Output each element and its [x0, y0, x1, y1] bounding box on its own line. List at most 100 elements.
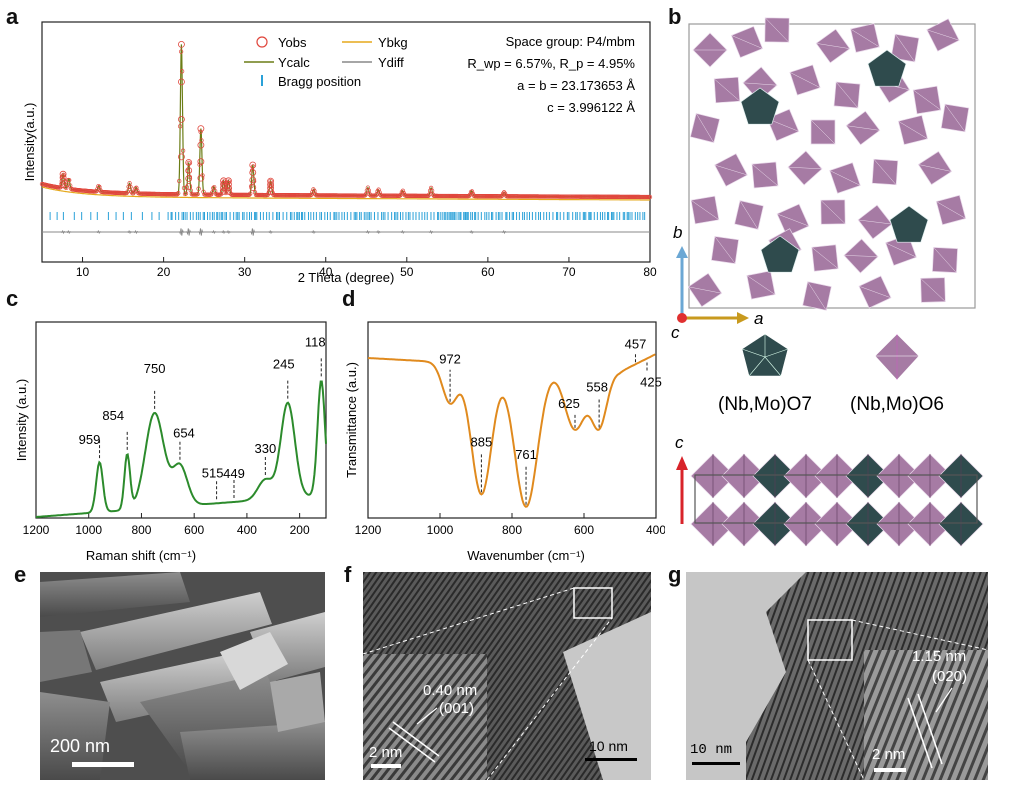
- unit-cell-frame: [688, 23, 976, 309]
- xrd-x-tick-label: 70: [562, 265, 576, 279]
- legend-ycalc: Ycalc: [278, 55, 310, 70]
- ftir-frame: [367, 321, 657, 519]
- axis-c2-label: c: [675, 433, 684, 452]
- hrtem-g-texture: [686, 572, 988, 780]
- ftir-peak-label: 761: [515, 447, 537, 462]
- legend-yobs: Yobs: [278, 35, 307, 50]
- xrd-bragg-ticks: [49, 212, 646, 220]
- xrd-x-tick-label: 60: [481, 265, 495, 279]
- raman-peak-label: 654: [173, 426, 195, 441]
- raman-ylabel: Intensity (a.u.): [14, 379, 29, 461]
- hrtem-g-plane: (020): [932, 668, 968, 685]
- hrtem-f-main-scale: 10 nm: [589, 738, 628, 754]
- xrd-r-factors: R_wp = 6.57%, R_p = 4.95%: [467, 56, 635, 71]
- sem-scale-label: 200 nm: [50, 736, 111, 756]
- raman-frame: [35, 321, 327, 519]
- ftir-x-tick-label: 1000: [427, 523, 454, 537]
- panel-label-e: e: [14, 562, 27, 587]
- axis-c2-arrowhead: [676, 456, 688, 470]
- side-cell-frame: [694, 474, 978, 524]
- raman-peak-label: 449: [223, 466, 245, 481]
- axis-a-arrowhead: [737, 312, 749, 324]
- raman-x-tick-label: 1200: [23, 523, 50, 537]
- sem-scale-bar: [72, 762, 134, 767]
- hrtem-f-inset-scale: 2 nm: [369, 744, 403, 761]
- xrd-x-tick-label: 20: [157, 265, 171, 279]
- axis-b-arrowhead: [676, 246, 688, 258]
- hrtem-g-inset: [864, 650, 988, 780]
- ftir-peak-label: 885: [471, 434, 493, 449]
- ftir-x-tick-label: 600: [574, 523, 594, 537]
- raman-peak-label: 854: [102, 408, 124, 423]
- xrd-x-tick-label: 40: [319, 265, 333, 279]
- legend-octahedral-label: (Nb,Mo)O6: [850, 394, 944, 415]
- legend-pentagonal-label: (Nb,Mo)O7: [718, 394, 812, 415]
- xrd-x-ticks: 10 20 30 40 50 60 70 80: [76, 257, 657, 279]
- raman-x-tick-label: 800: [131, 523, 151, 537]
- structure-ab-projection: [687, 17, 970, 311]
- xrd-lattice-ab: a = b = 23.173653 Å: [517, 78, 635, 93]
- axis-a-label: a: [754, 309, 763, 328]
- legend-bragg: Bragg position: [278, 74, 361, 89]
- raman-peak-label: 245: [273, 357, 295, 372]
- hrtem-g-main-scale: 10 nm: [690, 742, 733, 758]
- pentagonal-bipyramid: [867, 49, 907, 87]
- pentagonal-bipyramid: [760, 235, 800, 273]
- ftir-chart: 1200 1000 800 600 400 972885761625558457425 …: [344, 321, 665, 563]
- pentagonal-bipyramid: [889, 205, 929, 243]
- raman-xlabel: Raman shift (cm⁻¹): [86, 548, 196, 563]
- axis-c-origin: [677, 313, 687, 323]
- xrd-x-tick-label: 30: [238, 265, 252, 279]
- legend-ybkg: Ybkg: [378, 35, 408, 50]
- hrtem-f-spacing: 0.40 nm: [423, 682, 478, 699]
- raman-peak-label: 959: [79, 432, 101, 447]
- ftir-peak-label: 425: [640, 375, 662, 390]
- raman-peak-label: 118: [305, 334, 326, 349]
- hrtem-g-roi-box: [807, 619, 853, 661]
- ftir-peak-label: 558: [586, 379, 608, 394]
- panel-label-d: d: [342, 286, 356, 311]
- axis-c-label: c: [671, 323, 680, 342]
- xrd-ydiff-line: [42, 228, 650, 236]
- ftir-peak-labels: 972 885 761 625 558 457 425: [439, 336, 662, 505]
- ftir-peak-label: 457: [625, 336, 647, 351]
- ftir-x-tick-label: 400: [646, 523, 665, 537]
- raman-x-tick-label: 200: [290, 523, 310, 537]
- xrd-xlabel: 2 Theta (degree): [298, 270, 395, 285]
- xrd-x-tick-label: 80: [643, 265, 657, 279]
- xrd-ybkg-line: [41, 186, 650, 201]
- hrtem-f-plane: (001): [439, 700, 475, 717]
- hrtem-image-f: 0.40 nm (001) 2 nm 10 nm: [363, 572, 651, 780]
- panel-label-b: b: [668, 4, 682, 29]
- hrtem-f-roi-box: [573, 587, 613, 619]
- hrtem-image-g: 1.15 nm (020) 2 nm 10 nm: [686, 572, 988, 780]
- pentagonal-bipyramid: [740, 87, 780, 125]
- panel-label-g: g: [668, 562, 682, 587]
- axis-b-label: b: [673, 223, 682, 242]
- crystal-structure: b a c (Nb,Mo)O7 (Nb,Mo)O6 c: [671, 17, 984, 547]
- raman-peak-label: 330: [255, 441, 277, 456]
- ftir-xlabel: Wavenumber (cm⁻¹): [467, 548, 585, 563]
- ftir-ylabel: Transmittance (a.u.): [344, 362, 359, 478]
- sem-image: 200 nm: [40, 572, 325, 780]
- raman-x-tick-label: 400: [237, 523, 257, 537]
- xrd-x-tick-label: 10: [76, 265, 90, 279]
- raman-spectrum: [35, 380, 327, 518]
- xrd-chart: 10 20 30 40 50 60 70 80 2 Theta (degree) Intens…: [22, 21, 657, 285]
- xrd-x-tick-label: 50: [400, 265, 414, 279]
- legend-yobs-marker: [256, 36, 268, 48]
- ftir-peak-label: 972: [439, 352, 461, 367]
- raman-peak-label: 515: [202, 465, 224, 480]
- ftir-peak-label: 625: [558, 396, 580, 411]
- legend-ydiff: Ydiff: [378, 55, 404, 70]
- hrtem-f-texture: [363, 572, 651, 780]
- xrd-space-group: Space group: P4/mbm: [506, 34, 635, 49]
- panel-label-f: f: [344, 562, 352, 587]
- raman-x-tick-label: 600: [184, 523, 204, 537]
- raman-peak-label: 750: [144, 361, 166, 376]
- xrd-frame: [41, 21, 651, 263]
- ftir-x-tick-label: 800: [502, 523, 522, 537]
- panel-label-a: a: [6, 4, 19, 29]
